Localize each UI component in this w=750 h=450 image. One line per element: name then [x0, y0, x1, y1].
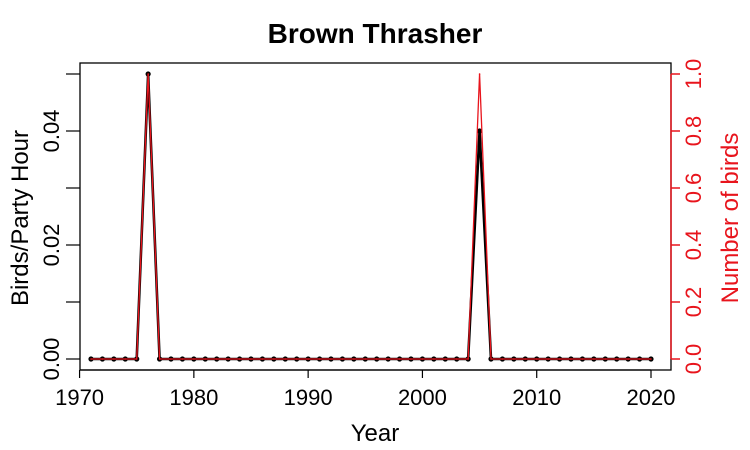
- series-number-of-birds-point: [638, 358, 641, 360]
- series-number-of-birds-point: [295, 358, 298, 360]
- y-axis-right: 0.0 0.2 0.4 0.6 0.8 1.0: [670, 59, 706, 375]
- y-tick-label: 0.02: [39, 224, 64, 267]
- series-number-of-birds-point: [490, 358, 492, 360]
- series-number-of-birds-point: [170, 358, 172, 360]
- series-number-of-birds-point: [444, 358, 447, 360]
- series-number-of-birds-point: [364, 358, 367, 360]
- series-number-of-birds-point: [535, 358, 538, 360]
- series-number-of-birds-point: [558, 358, 561, 360]
- y-axis-label-left: Birds/Party Hour: [7, 130, 34, 306]
- x-axis-label: Year: [351, 420, 400, 447]
- series-birds-per-party-hour-line: [91, 72, 651, 361]
- y2-tick-label: 0.6: [681, 173, 706, 204]
- series-number-of-birds-point: [330, 358, 332, 360]
- series-number-of-birds-point: [261, 358, 264, 360]
- series-number-of-birds-point: [433, 358, 435, 360]
- y2-tick-label: 0.2: [681, 287, 706, 318]
- series-number-of-birds-point: [604, 358, 607, 360]
- series-number-of-birds-point: [615, 358, 618, 360]
- series-number-of-birds-point: [101, 358, 104, 360]
- series-number-of-birds-point: [135, 358, 138, 360]
- series-number-of-birds-point: [124, 358, 127, 360]
- series-number-of-birds-point: [387, 358, 389, 360]
- series-number-of-birds-point: [627, 358, 629, 360]
- y2-tick-label: 0.4: [681, 230, 706, 261]
- chart-title: Brown Thrasher: [268, 18, 483, 49]
- series-number-of-birds-point: [215, 358, 218, 360]
- series-number-of-birds-point: [353, 358, 355, 360]
- series-number-of-birds-point: [467, 358, 469, 360]
- series-number-of-birds-point: [410, 358, 412, 360]
- series-number-of-birds-point: [513, 358, 515, 360]
- series-number-of-birds-point: [250, 358, 252, 360]
- series-number-of-birds-point: [547, 358, 549, 360]
- x-tick-label: 2010: [512, 385, 561, 410]
- y2-tick-label: 1.0: [681, 59, 706, 90]
- y2-tick-label: 0.8: [681, 116, 706, 147]
- series-number-of-birds-point: [650, 358, 652, 360]
- x-tick-label: 1970: [55, 385, 104, 410]
- series-number-of-birds-point: [398, 358, 401, 360]
- series-number-of-birds-point: [273, 358, 275, 360]
- series-number-of-birds-point: [113, 358, 115, 360]
- x-tick-label: 1990: [284, 385, 333, 410]
- series-number-of-birds-point: [181, 358, 184, 360]
- series-number-of-birds-point: [524, 358, 527, 360]
- y2-tick-label: 0.0: [681, 344, 706, 375]
- x-axis: 1970 1980 1990 2000 2010 2020: [55, 369, 676, 410]
- series-number-of-birds-point: [570, 358, 572, 360]
- series-number-of-birds-point: [375, 358, 378, 360]
- series-number-of-birds-point: [238, 358, 241, 360]
- series-number-of-birds-point: [421, 358, 424, 360]
- x-tick-label: 1980: [169, 385, 218, 410]
- series-layer: [88, 71, 654, 362]
- x-tick-label: 2020: [627, 385, 676, 410]
- plot-frame: [79, 62, 672, 371]
- series-number-of-birds-point: [147, 73, 149, 75]
- series-number-of-birds-point: [341, 358, 344, 360]
- y-axis-left: 0.00 0.02 0.04: [39, 73, 80, 381]
- series-number-of-birds-point: [478, 73, 481, 75]
- series-birds-per-party-hour-point: [476, 128, 483, 134]
- y-tick-label: 0.00: [39, 338, 64, 381]
- series-number-of-birds-point: [307, 358, 309, 360]
- series-number-of-birds-point: [593, 358, 595, 360]
- series-number-of-birds-point: [204, 358, 207, 360]
- series-number-of-birds-point: [193, 358, 195, 360]
- series-number-of-birds-line: [91, 73, 651, 360]
- y-tick-label: 0.04: [39, 110, 64, 153]
- series-number-of-birds-point: [284, 358, 287, 360]
- y-axis-label-right: Number of birds: [717, 133, 744, 304]
- series-number-of-birds-point: [227, 358, 229, 360]
- series-number-of-birds-point: [581, 358, 584, 360]
- x-tick-label: 2000: [398, 385, 447, 410]
- series-number-of-birds-point: [455, 358, 458, 360]
- series-number-of-birds-point: [318, 358, 321, 360]
- series-number-of-birds-point: [501, 358, 504, 360]
- series-number-of-birds-point: [158, 358, 161, 360]
- series-number-of-birds-point: [90, 358, 92, 360]
